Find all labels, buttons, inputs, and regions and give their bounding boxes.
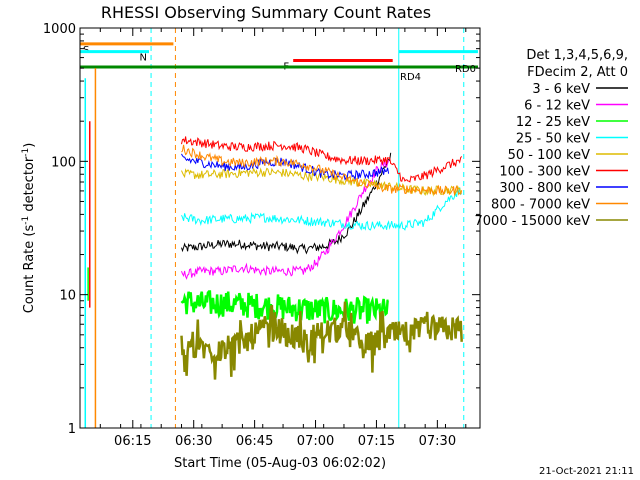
legend-item-label-0: 3 - 6 keV [532,82,590,97]
legend-item-label-5: 100 - 300 keV [499,165,590,180]
x-axis-label: Start Time (05-Aug-03 06:02:02) [174,456,386,471]
x-tick-label-0: 06:15 [114,434,151,449]
series-line-0 [181,152,392,255]
series-line-2 [180,290,389,324]
legend-item-label-3: 25 - 50 keV [516,132,590,147]
y-tick-label-0: 1 [68,422,76,437]
x-tick-label-2: 06:45 [236,434,273,449]
legend-item-label-6: 300 - 800 keV [499,181,590,196]
plot-frame [79,27,481,429]
chart-title: RHESSI Observing Summary Count Rates [101,3,431,22]
plot-area: SNFRD0RD4 [80,28,478,428]
series-line-8 [180,301,463,380]
y-axis-label-sup2: -1 [21,148,31,157]
x-tick-label-4: 07:15 [358,434,395,449]
timestamp: 21-Oct-2021 21:11 [539,466,634,477]
legend-item-label-7: 800 - 7000 keV [491,198,590,213]
series-line-4 [181,166,462,197]
y-axis-label-sup: -1 [21,216,31,225]
legend-item-label-4: 50 - 100 keV [508,148,591,163]
flag-label-1: N [140,53,147,64]
x-tick-label-3: 07:00 [297,434,334,449]
legend-header-line-2: FDecim 2, Att 0 [527,65,628,80]
flag-label-rd4: RD4 [400,72,421,83]
legend-item-label-8: 7000 - 15000 keV [475,214,591,229]
x-axis: 06:15 06:30 06:45 07:00 07:15 07:30 [79,28,467,449]
x-tick-label-1: 06:30 [175,434,212,449]
y-tick-label-2: 100 [51,155,76,170]
y-axis: 1 10 100 1000 [43,22,480,437]
y-tick-label-1: 10 [59,289,76,304]
y-axis-label-close: ) [22,143,37,148]
series-line-5 [181,136,463,183]
legend-header-line-1: Det 1,3,4,5,6,9, [526,48,628,63]
series-line-1 [181,159,390,280]
legend-item-label-1: 6 - 12 keV [524,99,590,114]
legend: Det 1,3,4,5,6,9, FDecim 2, Att 0 3 - 6 k… [475,48,628,229]
series-line-7 [181,144,463,196]
x-tick-label-5: 07:30 [419,434,456,449]
y-axis-label-tail: detector [22,156,37,216]
y-axis-label: Count Rate (s-1 detector-1) [21,143,37,314]
y-axis-label-main: Count Rate (s [22,225,37,314]
flag-label-4: RD0 [455,64,476,75]
y-tick-label-3: 1000 [43,22,76,37]
series-line-3 [181,187,463,231]
legend-item-label-2: 12 - 25 keV [516,115,590,130]
